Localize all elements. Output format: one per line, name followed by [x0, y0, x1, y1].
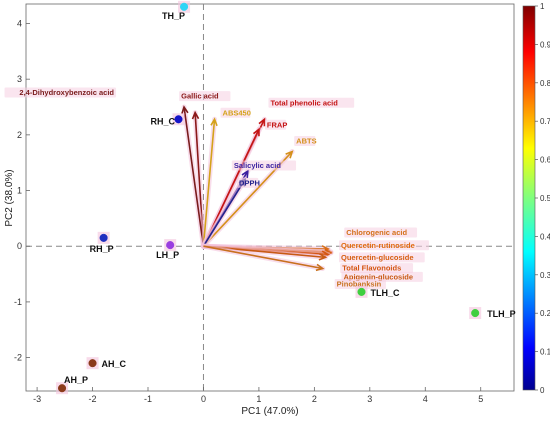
- x-tick-label: -3: [33, 394, 41, 404]
- y-tick-label: 3: [17, 74, 22, 84]
- loading-arrowhead-2-4-dihydroxybenzoic-acid: [181, 105, 189, 114]
- loading-arrow-pinobanksin: [203, 245, 323, 270]
- colorbar-tick-label: 0.8: [540, 79, 550, 88]
- loading-arrowhead-abts: [285, 150, 294, 159]
- y-tick-label: 2: [17, 130, 22, 140]
- score-point-ah-p: [57, 384, 67, 393]
- score-label-rh-c: RH_C: [151, 116, 176, 126]
- loading-arrows: Gallic acid 2,4-Dihydroxybenzoic acid ABS4…: [4, 87, 429, 289]
- loading-label-highlight-dpph: [237, 177, 259, 188]
- score-label-ah-p: AH_P: [64, 375, 88, 385]
- y-tick-label: 0: [17, 241, 22, 251]
- score-point-lh-p: [166, 241, 175, 250]
- loading-label-highlight-total-phenolic-acid: [268, 97, 355, 108]
- score-points: TH_P RH_C RH_P LH_P TLH_C TLH_P AH_C AH_P: [56, 0, 516, 395]
- loading-label-highlight-abts: [294, 136, 316, 147]
- loading-label-salicylic-acid: Salicylic acid: [234, 161, 282, 170]
- colorbar-tick-label: 0: [540, 386, 545, 395]
- x-tick-label: 4: [423, 394, 428, 404]
- loading-label-pinobanksin: Pinobanksin: [337, 279, 382, 288]
- loading-label-highlight-quercetin-glucoside: [339, 252, 425, 263]
- loading-label-abts: ABTS: [296, 137, 316, 146]
- loading-label-total-phenolic-acid: Total phenolic acid: [270, 98, 338, 107]
- score-point-rh-c: [174, 115, 183, 124]
- loading-label-dpph: DPPH: [239, 178, 260, 187]
- x-tick-label: 0: [201, 394, 206, 404]
- score-label-ah-c: AH_C: [102, 359, 127, 369]
- y-tick-label: -1: [14, 297, 22, 307]
- y-axis-title: PC2 (38.0%): [4, 169, 15, 226]
- score-label-lh-p: LH_P: [156, 250, 179, 260]
- colorbar-tick-label: 0.3: [540, 271, 550, 280]
- colorbar-tick-label: 0.7: [540, 117, 550, 126]
- loading-arrowhead-abs450: [210, 117, 218, 127]
- loading-label-abs450: ABS450: [223, 108, 251, 117]
- score-point-tlh-c: [357, 287, 366, 296]
- loading-label-highlight-pinobanksin: [334, 278, 386, 289]
- score-point-rh-p: [99, 233, 108, 242]
- loading-arrowhead-apigenin-glucoside: [318, 253, 328, 261]
- loading-label-total-flavonoids: Total Flavonoids: [342, 264, 401, 273]
- y-tick-label: -2: [14, 353, 22, 363]
- loading-label-apigenin-glucoside: Apigenin-glucoside: [343, 272, 413, 281]
- colorbar: [522, 5, 536, 391]
- colorbar-tick-label: 0.4: [540, 232, 550, 241]
- loading-label-highlight-quercetin-rutinoside: [339, 240, 429, 251]
- colorbar-tick-label: 0.6: [540, 156, 550, 165]
- x-tick-label: 5: [478, 394, 483, 404]
- loading-label-gallic-acid: Gallic acid: [181, 92, 219, 101]
- colorbar-tick-label: 0.5: [540, 194, 550, 203]
- loading-label-highlight-abs450: [220, 107, 251, 118]
- axes: -3 -2 -1 0 1 2 3 4 5 -2 -1 0 1 2 3 4: [14, 18, 483, 404]
- colorbar-tick-label: 0.1: [540, 348, 550, 357]
- loading-label-highlight-gallic-acid: [179, 91, 231, 102]
- colorbar-tick-label: 1: [540, 2, 545, 11]
- x-tick-label: -2: [89, 394, 97, 404]
- colorbar-tick-label: 0.2: [540, 309, 550, 318]
- loading-arrow-abs450: [202, 119, 216, 247]
- loading-label-highlight-frap: [264, 119, 287, 130]
- plot-area-frame: [25, 3, 515, 392]
- loading-arrow-dpph: [202, 178, 246, 247]
- score-point-tlh-p: [471, 308, 480, 318]
- x-tick-label: 1: [256, 394, 261, 404]
- loading-label-highlight-2-4-dihydroxybenzoic-acid: [4, 87, 117, 98]
- loading-label-quercetin-glucoside: Quercetin-glucoside: [341, 253, 414, 262]
- y-tick-label: 4: [17, 18, 22, 28]
- loading-arrowhead-pinobanksin: [315, 263, 325, 272]
- score-label-rh-p: RH_P: [90, 244, 114, 254]
- loading-label-frap: FRAP: [267, 120, 287, 129]
- x-tick-label: -1: [144, 394, 152, 404]
- loading-arrowhead-salicylic-acid: [241, 169, 249, 179]
- score-label-tlh-c: TLH_C: [371, 288, 401, 298]
- x-tick-label: 3: [367, 394, 372, 404]
- loading-arrowhead-gallic-acid: [191, 110, 200, 120]
- y-tick-label: 1: [17, 186, 22, 196]
- loading-arrow-2-4-dihydroxybenzoic-acid: [183, 106, 205, 247]
- loading-label-highlight-chlorogenic-acid: [344, 227, 418, 238]
- loading-label-highlight-total-flavonoids: [340, 263, 414, 274]
- loading-label-2-4-dihydroxybenzoic-acid: 2,4-Dihydroxybenzoic acid: [19, 88, 114, 97]
- score-point-th-p: [179, 2, 189, 11]
- score-label-tlh-p: TLH_P: [487, 309, 516, 319]
- loading-arrowhead-total-phenolic-acid: [258, 117, 266, 127]
- loading-label-highlight-salicylic-acid: [231, 160, 297, 171]
- colorbar-ticks: 0 0.1 0.2 0.3 0.4 0.5 0.6 0.7 0.8 0.9 1: [535, 2, 550, 395]
- loading-label-chlorogenic-acid: Chlorogenic acid: [346, 228, 407, 237]
- colorbar-tick-label: 0.9: [540, 40, 550, 49]
- score-point-ah-c: [88, 359, 97, 368]
- x-axis-title: PC1 (47.0%): [241, 406, 298, 417]
- x-tick-label: 2: [312, 394, 317, 404]
- loading-label-quercetin-rutinoside: Quercetin-rutinoside: [341, 241, 415, 250]
- score-label-th-p: TH_P: [162, 11, 185, 21]
- loading-arrowhead-frap: [252, 127, 260, 137]
